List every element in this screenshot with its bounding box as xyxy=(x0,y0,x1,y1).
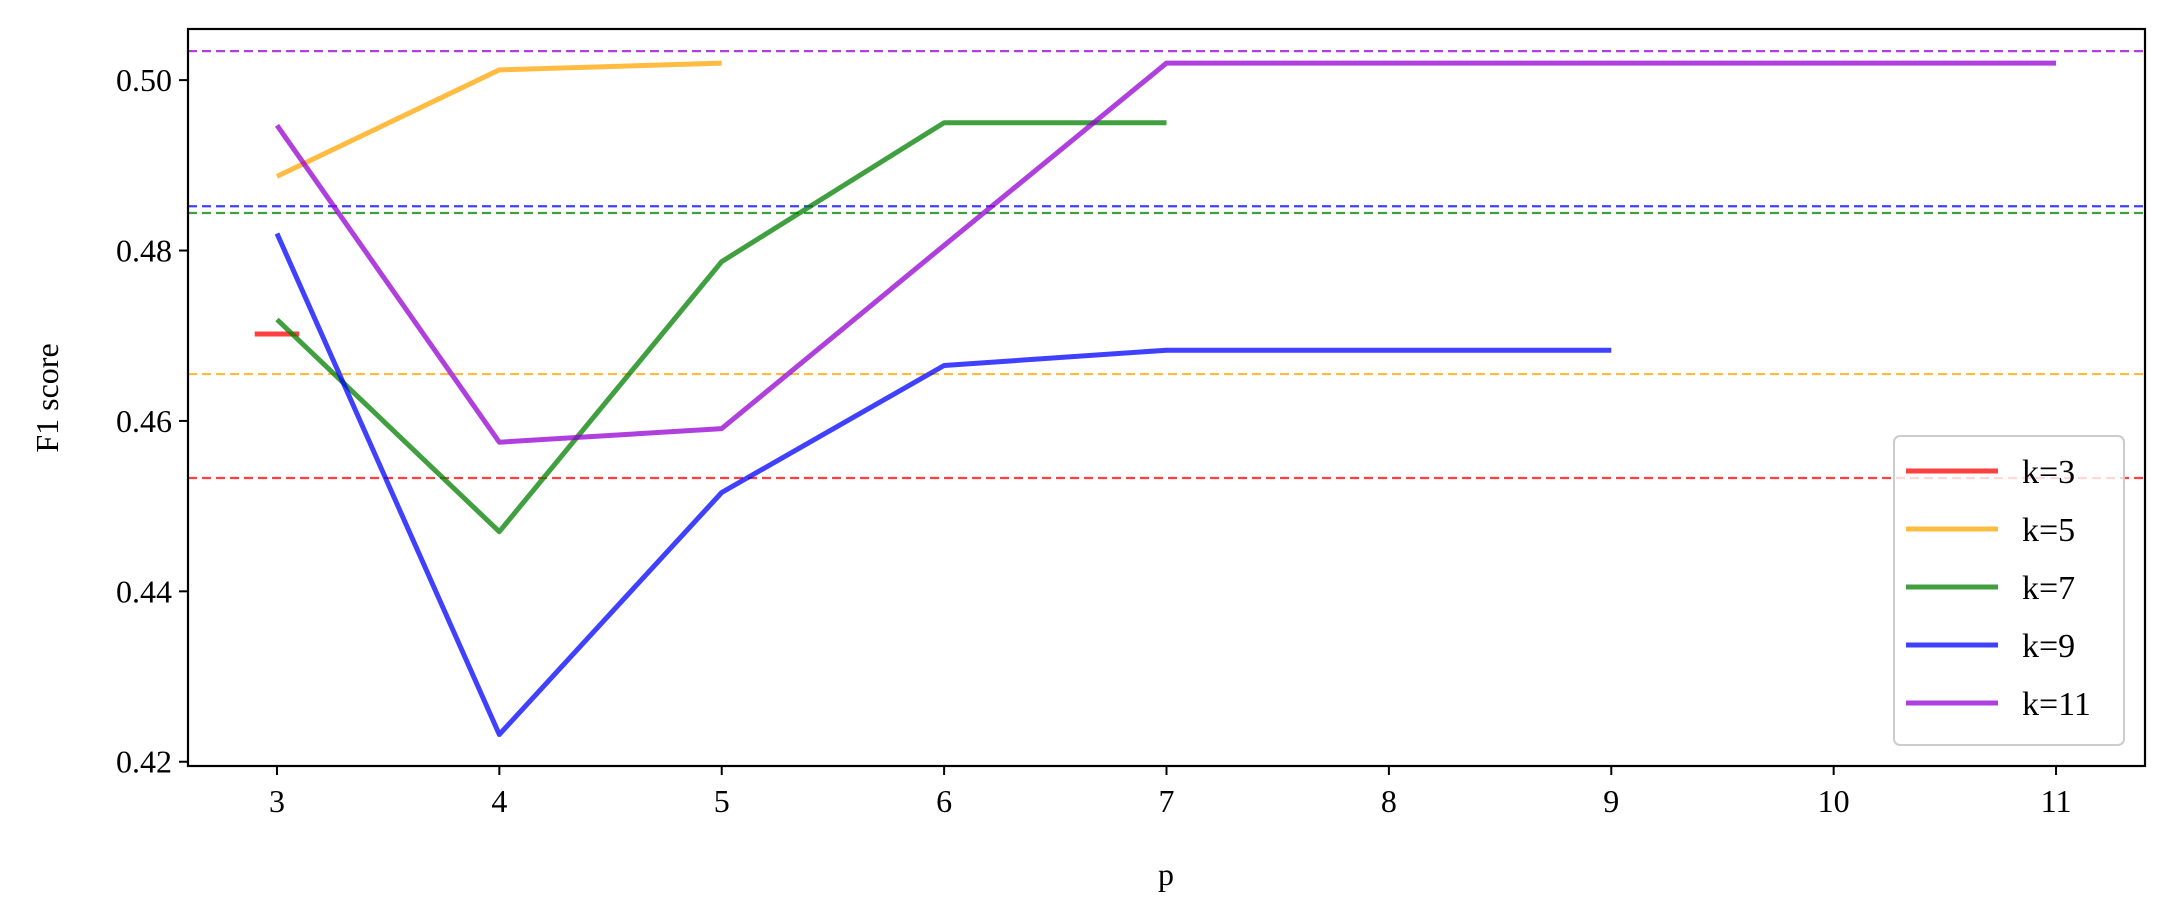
y-tick-label: 0.46 xyxy=(116,403,172,439)
x-tick-label: 7 xyxy=(1159,783,1175,819)
x-axis-label: p xyxy=(1158,856,1174,892)
y-tick-label: 0.44 xyxy=(116,573,172,609)
x-tick-label: 3 xyxy=(269,783,285,819)
legend-label-k11: k=11 xyxy=(2022,686,2091,723)
series-line-k7 xyxy=(275,120,1167,535)
x-axis: 3 4 5 6 7 8 9 10 11 xyxy=(269,766,2071,819)
y-tick-label: 0.48 xyxy=(116,233,172,269)
series-line-k11 xyxy=(274,60,2056,445)
y-tick-label: 0.50 xyxy=(116,62,172,98)
legend-label-k7: k=7 xyxy=(2022,570,2075,607)
legend-box xyxy=(1893,435,2125,746)
y-tick-label: 0.42 xyxy=(116,744,172,780)
series-lines xyxy=(254,60,2056,737)
y-axis: 0.42 0.44 0.46 0.48 0.50 xyxy=(116,62,188,780)
legend-label-k5: k=5 xyxy=(2022,512,2075,549)
series-line-k5 xyxy=(275,60,722,179)
baseline-lines xyxy=(188,50,2145,480)
x-tick-label: 9 xyxy=(1603,783,1619,819)
legend-label-k3: k=3 xyxy=(2022,454,2075,491)
x-tick-label: 6 xyxy=(936,783,952,819)
x-tick-label: 5 xyxy=(714,783,730,819)
x-tick-label: 4 xyxy=(491,783,507,819)
x-tick-label: 8 xyxy=(1381,783,1397,819)
y-axis-label: F1 score xyxy=(29,343,65,452)
legend: k=3 k=5 k=7 k=9 k=11 xyxy=(1893,435,2125,746)
series-line-k9 xyxy=(274,232,1612,737)
x-tick-label: 11 xyxy=(2041,783,2072,819)
plot-frame xyxy=(186,27,2147,768)
x-tick-label: 10 xyxy=(1818,783,1850,819)
legend-label-k9: k=9 xyxy=(2022,628,2075,665)
